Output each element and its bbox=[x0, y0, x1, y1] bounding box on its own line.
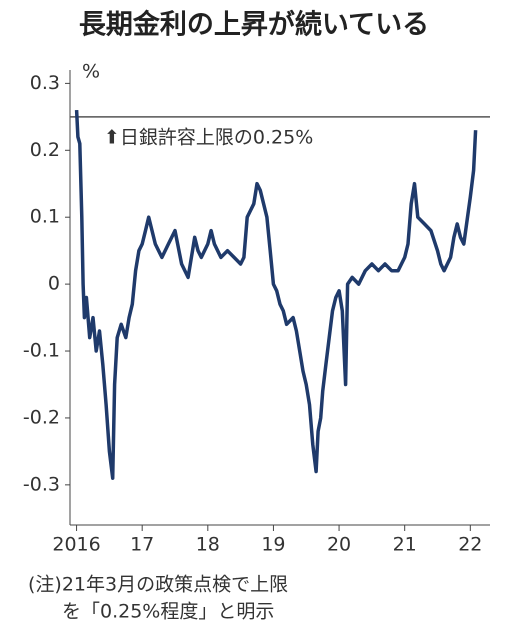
note: を「0.25%程度」と明示 bbox=[62, 601, 274, 623]
y-tick-label: -0.2 bbox=[23, 406, 60, 428]
x-tick-label: 18 bbox=[196, 534, 220, 556]
x-tick-label: 20 bbox=[327, 534, 351, 556]
annotation: ⬆日銀許容上限の0.25% bbox=[104, 127, 313, 149]
x-tick-label: 2016 bbox=[52, 534, 100, 556]
chart-title: 長期金利の上昇が続いている bbox=[79, 9, 429, 41]
y-tick-label: -0.1 bbox=[23, 340, 60, 362]
note: (注)21年3月の政策点検で上限 bbox=[28, 574, 288, 596]
y-tick-label: 0.3 bbox=[30, 72, 60, 94]
x-tick-label: 22 bbox=[458, 534, 482, 556]
x-tick-label: 21 bbox=[393, 534, 417, 556]
y-tick-label: 0 bbox=[48, 273, 60, 295]
y-tick-label: -0.3 bbox=[23, 473, 60, 495]
x-tick-label: 17 bbox=[130, 534, 154, 556]
line-series bbox=[74, 110, 478, 480]
y-tick-label: 0.1 bbox=[30, 206, 60, 228]
y-unit: % bbox=[82, 61, 100, 83]
x-tick-label: 19 bbox=[261, 534, 285, 556]
y-tick-label: 0.2 bbox=[30, 139, 60, 161]
